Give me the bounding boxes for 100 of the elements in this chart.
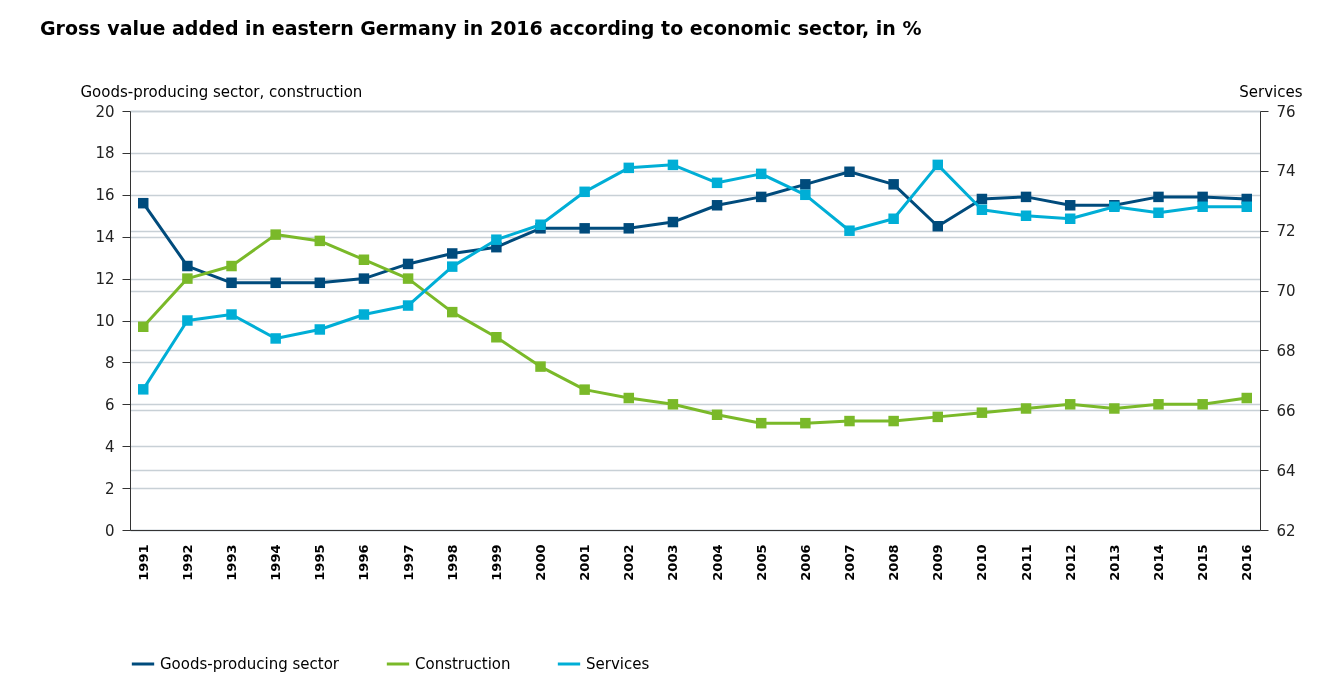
point bbox=[932, 220, 944, 232]
x-tick-label: 2001 bbox=[577, 544, 593, 581]
point bbox=[579, 223, 590, 234]
point bbox=[844, 225, 855, 236]
x-tick-label: 2012 bbox=[1062, 544, 1078, 581]
point bbox=[1241, 392, 1252, 404]
point bbox=[226, 260, 237, 272]
point bbox=[755, 191, 767, 203]
x-tick-label: 2011 bbox=[1018, 544, 1034, 581]
point bbox=[711, 409, 723, 421]
point bbox=[535, 361, 546, 372]
point bbox=[667, 216, 679, 228]
x-tick-label: 2016 bbox=[1239, 544, 1255, 581]
point bbox=[1153, 191, 1164, 203]
point bbox=[226, 309, 237, 320]
point bbox=[491, 332, 502, 343]
point bbox=[1020, 191, 1032, 203]
point bbox=[667, 159, 679, 171]
point bbox=[358, 254, 370, 265]
y-tick-label: 0 bbox=[104, 521, 115, 540]
point bbox=[1241, 201, 1252, 213]
x-tick-label: 2014 bbox=[1150, 544, 1166, 581]
chart-title: Gross value added in eastern Germany in 2016 according to economic sector, in % bbox=[40, 17, 922, 39]
x-tick-label: 1999 bbox=[488, 544, 504, 581]
point bbox=[182, 315, 193, 326]
point bbox=[535, 219, 546, 230]
x-tick-label: 2006 bbox=[797, 544, 813, 581]
y2-axis-title: Services bbox=[1239, 82, 1303, 101]
legend-label: Construction bbox=[415, 655, 511, 673]
x-tick-label: 1992 bbox=[179, 544, 195, 581]
x-tick-label: 2003 bbox=[665, 544, 681, 581]
point bbox=[579, 384, 590, 395]
point bbox=[1020, 210, 1032, 221]
x-tick-label: 1996 bbox=[356, 544, 372, 581]
point bbox=[623, 223, 635, 234]
y2-tick-label: 64 bbox=[1276, 461, 1296, 480]
y-tick-label: 20 bbox=[95, 102, 115, 121]
point bbox=[491, 234, 502, 245]
y-tick-label: 6 bbox=[104, 395, 115, 414]
x-tick-label: 2015 bbox=[1195, 544, 1211, 581]
point bbox=[446, 306, 458, 318]
x-tick-label: 2004 bbox=[709, 544, 725, 581]
point bbox=[138, 321, 149, 333]
point bbox=[402, 273, 414, 284]
point bbox=[358, 309, 370, 320]
point bbox=[1197, 191, 1208, 203]
point bbox=[667, 399, 679, 410]
y-tick-label: 18 bbox=[95, 144, 115, 163]
y-tick-label: 8 bbox=[104, 353, 115, 372]
y2-tick-label: 70 bbox=[1276, 282, 1296, 301]
point bbox=[844, 166, 855, 177]
y2-tick-label: 74 bbox=[1276, 162, 1296, 181]
point bbox=[1197, 399, 1208, 410]
y-tick-label: 12 bbox=[95, 270, 115, 289]
legend-label: Services bbox=[586, 655, 650, 673]
point bbox=[1153, 207, 1164, 218]
point bbox=[579, 186, 590, 198]
point bbox=[446, 261, 458, 272]
point bbox=[932, 411, 944, 423]
point bbox=[270, 333, 281, 344]
point bbox=[888, 213, 899, 224]
y-axis-title: Goods-producing sector, construction bbox=[80, 82, 363, 101]
legend-label: Goods-producing sector bbox=[160, 655, 340, 673]
point bbox=[976, 407, 988, 418]
point bbox=[1020, 403, 1032, 414]
y2-tick-label: 68 bbox=[1276, 341, 1296, 360]
point bbox=[800, 417, 811, 429]
point bbox=[1197, 201, 1208, 213]
point bbox=[1064, 200, 1076, 211]
x-tick-label: 2007 bbox=[841, 544, 857, 581]
point bbox=[888, 179, 899, 190]
point bbox=[402, 258, 414, 270]
y-tick-label: 16 bbox=[95, 186, 115, 205]
point bbox=[182, 273, 193, 284]
point bbox=[358, 273, 370, 284]
point bbox=[623, 392, 635, 404]
y2-tick-label: 62 bbox=[1276, 521, 1296, 540]
point bbox=[844, 415, 855, 427]
point bbox=[1109, 403, 1120, 414]
point bbox=[932, 159, 944, 171]
point bbox=[314, 277, 326, 289]
y-tick-label: 14 bbox=[95, 228, 115, 247]
point bbox=[623, 162, 635, 174]
point bbox=[800, 189, 811, 201]
x-tick-label: 1993 bbox=[224, 544, 240, 581]
point bbox=[402, 300, 414, 311]
point bbox=[182, 260, 193, 272]
point bbox=[314, 235, 326, 247]
y-tick-label: 4 bbox=[104, 437, 115, 456]
point bbox=[226, 277, 237, 289]
x-tick-label: 2000 bbox=[533, 544, 549, 581]
y2-tick-label: 72 bbox=[1276, 222, 1296, 241]
y-tick-label: 10 bbox=[95, 312, 115, 330]
point bbox=[800, 179, 811, 190]
x-tick-label: 2009 bbox=[930, 544, 946, 581]
point bbox=[1064, 213, 1076, 224]
x-tick-label: 1998 bbox=[444, 544, 460, 581]
x-tick-label: 2002 bbox=[621, 544, 637, 581]
point bbox=[270, 229, 281, 240]
point bbox=[755, 417, 767, 429]
